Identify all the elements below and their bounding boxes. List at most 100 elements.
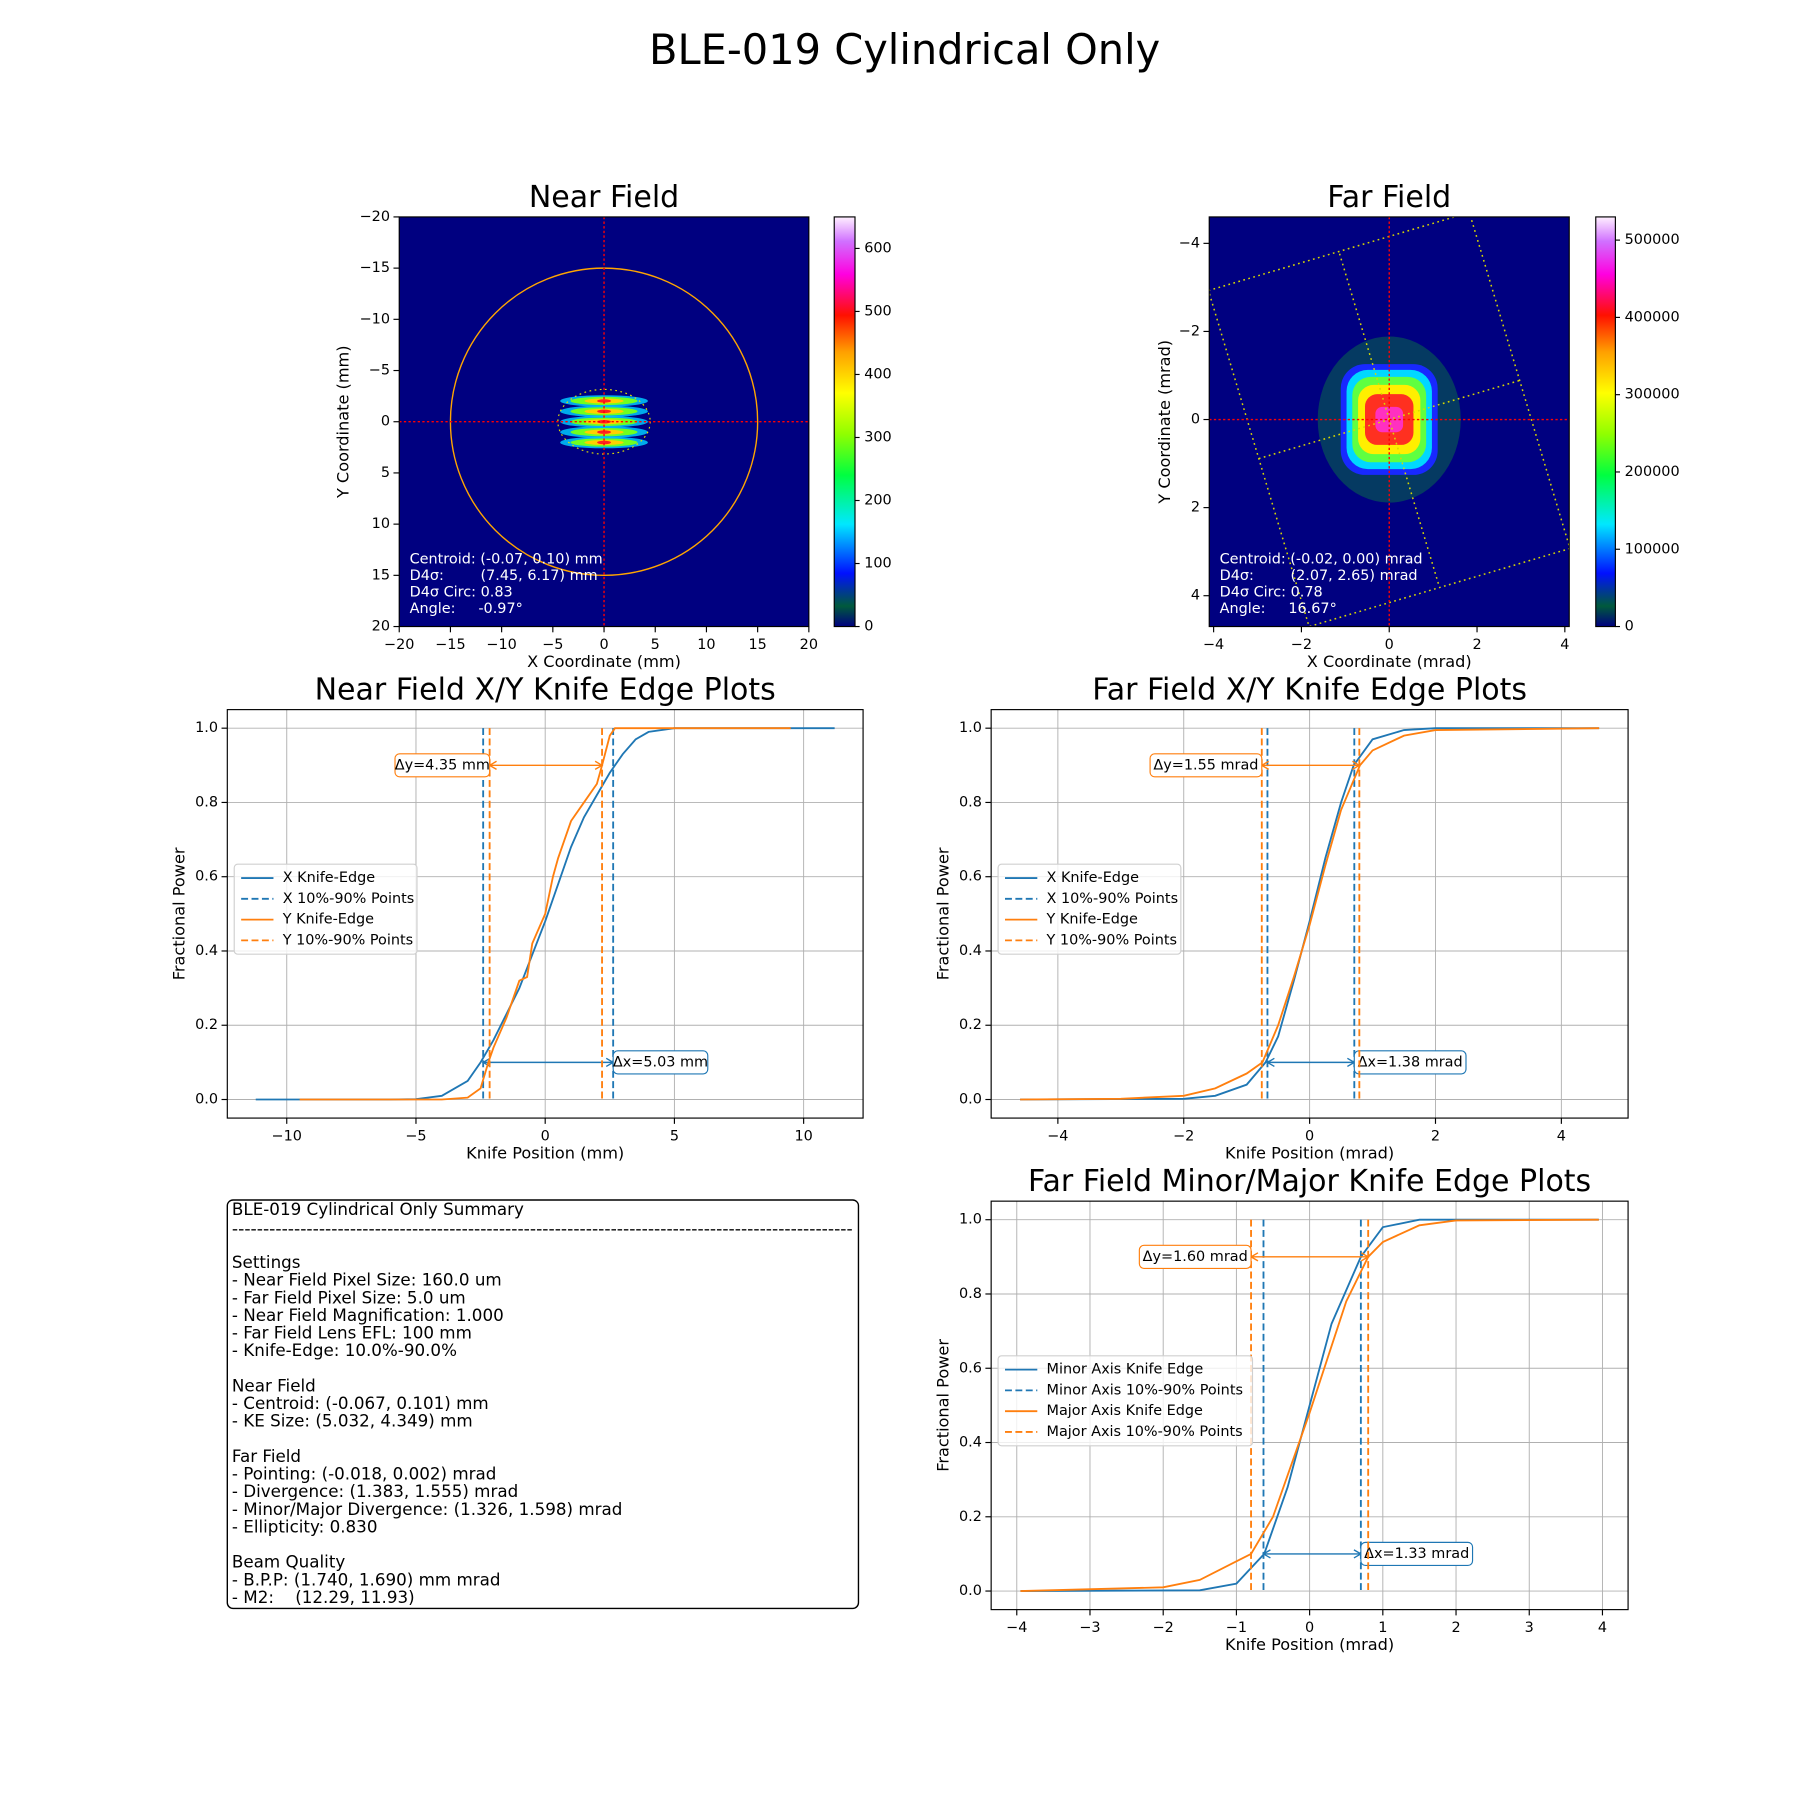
annotation-box: [1360, 1541, 1474, 1567]
summary-heading: Settings: [232, 1252, 301, 1272]
colorbar-tick-label: 400000: [1625, 309, 1680, 325]
knife-edge-line: [1020, 1218, 1599, 1592]
y-tick-label: 0.2: [959, 1509, 982, 1525]
y-tick-label: 0.0: [959, 1092, 982, 1108]
x-tick-label: −15: [435, 637, 465, 653]
y-tick-label: 0.6: [195, 869, 218, 885]
annotation: Centroid: (-0.07, 0.10) mm: [410, 552, 603, 568]
summary-title: BLE-019 Cylindrical Only Summary: [232, 1199, 524, 1219]
x-tick-label: 0: [1305, 1620, 1314, 1636]
legend-label: X Knife-Edge: [1047, 870, 1140, 886]
summary-item: - M2: (12.29, 11.93): [232, 1587, 415, 1607]
colorbar-tick-label: 0: [864, 619, 873, 635]
colorbar-tick-label: 300: [864, 429, 892, 445]
annotation: Δx=1.33 mrad: [1364, 1546, 1469, 1562]
summary-item: - B.P.P: (1.740, 1.690) mm mrad: [232, 1569, 501, 1589]
frame: [990, 1200, 1629, 1611]
annotation-box: [394, 753, 491, 778]
y-axis-label: Fractional Power: [933, 1339, 952, 1472]
x-axis-label: X Coordinate (mrad): [1307, 652, 1472, 671]
annotation: Angle: 16.67°: [1220, 601, 1337, 617]
x-tick-label: −3: [1079, 1620, 1100, 1636]
colorbar-tick-label: 400: [864, 366, 892, 382]
y-tick-label: 5: [381, 465, 390, 481]
summary-heading: Beam Quality: [232, 1552, 345, 1572]
y-tick-label: 0.2: [959, 1017, 982, 1033]
x-tick-label: 10: [794, 1129, 812, 1145]
y-tick-label: 15: [372, 567, 390, 583]
knife-edge-line: [1020, 1218, 1599, 1592]
legend-label: Major Axis 10%-90% Points: [1047, 1424, 1243, 1440]
legend-label: X 10%-90% Points: [1047, 891, 1179, 907]
annotation: Δx=5.03 mm: [613, 1054, 708, 1070]
colorbar-tick-label: 200: [864, 493, 892, 509]
y-tick-label: 0.8: [959, 794, 982, 810]
annotation-box: [612, 1050, 709, 1075]
summary-heading: Far Field: [232, 1446, 301, 1466]
summary-item: - Far Field Lens EFL: 100 mm: [232, 1323, 472, 1343]
summary-item: - Minor/Major Divergence: (1.326, 1.598)…: [232, 1499, 622, 1519]
x-axis-label: X Coordinate (mm): [527, 652, 681, 671]
x-tick-label: −10: [272, 1129, 302, 1145]
x-tick-label: −2: [1173, 1129, 1194, 1145]
colorbar-tick-label: 300000: [1625, 387, 1680, 403]
summary-box: [226, 1199, 860, 1610]
summary-rule: ----------------------------------------…: [232, 1219, 853, 1239]
y-axis-label: Fractional Power: [169, 847, 188, 980]
legend-label: Minor Axis 10%-90% Points: [1047, 1382, 1243, 1398]
y-tick-label: 20: [372, 619, 390, 635]
y-tick-label: 0.6: [959, 869, 982, 885]
figure-title: BLE-019 Cylindrical Only: [649, 25, 1160, 74]
colorbar-tick-label: 200000: [1625, 464, 1680, 480]
summary-heading: Near Field: [232, 1375, 316, 1395]
x-tick-label: 5: [670, 1129, 679, 1145]
annotation: D4σ: (7.45, 6.17) mm: [410, 568, 598, 584]
x-axis-label: Knife Position (mm): [466, 1143, 624, 1162]
legend: [997, 863, 1182, 955]
annotation: Δy=4.35 mm: [395, 757, 490, 773]
annotation: D4σ Circ: 0.83: [410, 584, 513, 600]
chart-title: Near Field: [529, 180, 679, 215]
y-tick-label: 0.4: [959, 943, 982, 959]
y-tick-label: 0.2: [195, 1017, 218, 1033]
x-tick-label: −5: [542, 637, 563, 653]
legend-label: Y Knife-Edge: [282, 912, 374, 928]
summary-item: - Near Field Magnification: 1.000: [232, 1305, 504, 1325]
summary-item: - Near Field Pixel Size: 160.0 um: [232, 1270, 502, 1290]
beam-stripe: [597, 430, 611, 434]
x-tick-label: −5: [405, 1129, 426, 1145]
legend-label: X Knife-Edge: [283, 870, 376, 886]
summary-item: - Far Field Pixel Size: 5.0 um: [232, 1287, 466, 1307]
legend-label: Minor Axis Knife Edge: [1047, 1362, 1204, 1378]
colorbar-tick-label: 0: [1625, 619, 1634, 635]
x-tick-label: −1: [1226, 1620, 1247, 1636]
colorbar-tick-label: 500000: [1625, 232, 1680, 248]
y-tick-label: 1.0: [959, 1212, 982, 1228]
x-tick-label: 20: [800, 637, 818, 653]
annotation: Δx=1.38 mrad: [1358, 1054, 1463, 1070]
chart-title: Far Field Minor/Major Knife Edge Plots: [1028, 1164, 1591, 1199]
chart-title: Far Field X/Y Knife Edge Plots: [1092, 673, 1527, 708]
summary-item: - Centroid: (-0.067, 0.101) mm: [232, 1393, 489, 1413]
x-tick-label: 4: [1598, 1620, 1607, 1636]
knife-edge-line: [1020, 727, 1600, 1101]
y-axis-label: Fractional Power: [933, 847, 952, 980]
y-tick-label: 1.0: [195, 720, 218, 736]
x-tick-label: −4: [1203, 637, 1224, 653]
y-tick-label: 0.4: [195, 943, 218, 959]
y-tick-label: 0: [1191, 412, 1200, 428]
colorbar-tick-label: 600: [864, 240, 892, 256]
x-tick-label: −4: [1006, 1620, 1027, 1636]
chart-title: Far Field: [1327, 180, 1451, 215]
x-axis-label: Knife Position (mrad): [1225, 1635, 1394, 1654]
frame: [990, 709, 1629, 1119]
summary-item: - Pointing: (-0.018, 0.002) mrad: [232, 1464, 496, 1484]
y-tick-label: 0: [381, 414, 390, 430]
frame: [226, 709, 864, 1119]
x-tick-label: −10: [486, 637, 516, 653]
y-tick-label: −2: [1179, 323, 1200, 339]
summary-item: - Knife-Edge: 10.0%-90.0%: [232, 1340, 457, 1360]
knife-edge-line: [255, 727, 835, 1101]
y-tick-label: 1.0: [959, 720, 982, 736]
